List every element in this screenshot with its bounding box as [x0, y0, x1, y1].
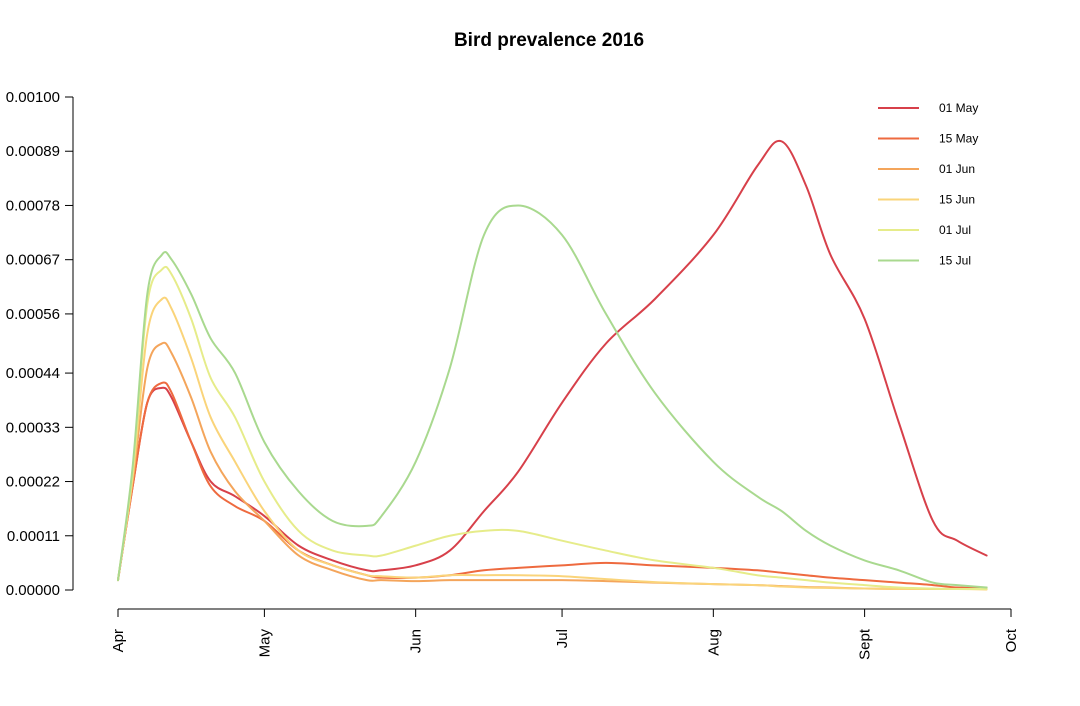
x-tick-label: Aug [705, 629, 722, 656]
x-tick-label: Sept [857, 628, 874, 660]
y-tick-label: 0.00089 [6, 143, 60, 160]
legend-label-15-jul: 15 Jul [939, 254, 971, 268]
y-tick-label: 0.00100 [6, 89, 60, 106]
x-tick-label: Jun [408, 629, 425, 653]
y-tick-label: 0.00044 [6, 365, 60, 382]
series-line-01-jul [117, 265, 988, 591]
x-axis: Apr May Jun Jul Aug Sept Oct [110, 608, 1020, 660]
x-tick-label: May [256, 629, 273, 658]
series-group [117, 139, 988, 591]
x-tick-label: Apr [110, 629, 127, 652]
series-line-15-jul [117, 204, 988, 589]
legend-label-01-jul: 01 Jul [939, 223, 971, 237]
series-line-15-jun [117, 296, 988, 591]
y-tick-label: 0.00067 [6, 252, 60, 269]
series-line-01-may [117, 139, 988, 582]
series-line-01-jun [117, 341, 988, 591]
legend-label-15-may: 15 May [939, 132, 978, 146]
y-axis: 0.00000 0.00011 0.00022 0.00033 0.00044 0.000… [6, 89, 74, 599]
x-tick-label: Oct [1003, 628, 1020, 652]
y-tick-label: 0.00033 [6, 419, 60, 436]
x-tick-label: Jul [554, 629, 571, 648]
legend: 01 May 15 May 01 Jun 15 Jun 01 Jul 15 Jul [878, 101, 978, 268]
legend-label-01-jun: 01 Jun [939, 162, 975, 176]
y-tick-label: 0.00056 [6, 306, 60, 323]
y-tick-label: 0.00011 [7, 528, 60, 545]
y-tick-label: 0.00022 [6, 474, 60, 491]
legend-label-01-may: 01 May [939, 101, 978, 115]
legend-label-15-jun: 15 Jun [939, 193, 975, 207]
y-tick-label: 0.00078 [6, 197, 60, 214]
chart-title: Bird prevalence 2016 [454, 30, 644, 51]
y-tick-label: 0.00000 [6, 582, 60, 599]
